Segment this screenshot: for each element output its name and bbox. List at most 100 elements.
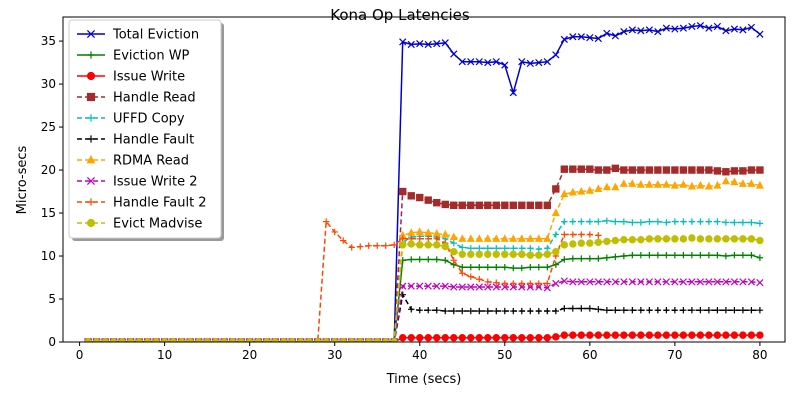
data-point-handle-fault <box>756 306 764 314</box>
data-point-total-eviction <box>577 33 585 41</box>
data-point-issue-write-2 <box>509 283 517 291</box>
data-point-total-eviction <box>467 58 475 66</box>
data-point-evict-madvise <box>509 250 517 259</box>
data-point-handle-fault <box>416 306 423 314</box>
x-tick-label: 40 <box>412 348 427 362</box>
data-point-handle-read <box>603 166 611 174</box>
data-point-uffd-copy <box>501 245 508 252</box>
data-point-eviction-wp <box>705 251 713 259</box>
data-point-eviction-wp <box>416 256 423 263</box>
data-point-handle-fault <box>646 306 653 314</box>
data-point-total-eviction <box>628 26 636 34</box>
data-point-uffd-copy <box>467 245 474 252</box>
data-point-handle-read <box>518 201 526 209</box>
data-point-eviction-wp <box>603 254 611 261</box>
data-point-rdma-read <box>611 182 620 191</box>
data-point-handle-fault-2 <box>425 235 432 243</box>
data-point-issue-write <box>688 331 696 339</box>
plot-frame <box>62 16 786 343</box>
data-point-handle-fault-2 <box>476 276 483 283</box>
data-point-handle-read <box>543 201 552 209</box>
data-point-handle-fault <box>433 306 440 314</box>
data-point-rdma-read <box>551 208 560 217</box>
data-point-issue-write-2 <box>603 278 611 286</box>
data-point-handle-fault <box>544 307 551 315</box>
data-point-eviction-wp <box>714 251 721 259</box>
data-point-evict-madvise <box>526 251 535 259</box>
data-point-total-eviction <box>688 22 696 31</box>
data-point-handle-fault-2 <box>544 280 551 287</box>
data-point-uffd-copy <box>663 219 670 226</box>
data-point-evict-madvise <box>450 248 458 256</box>
data-point-evict-madvise <box>739 235 747 243</box>
data-point-eviction-wp <box>493 263 500 271</box>
legend-label-handle-fault-2: Handle Fault 2 <box>113 196 207 211</box>
data-point-handle-fault-2 <box>323 218 330 225</box>
data-point-uffd-copy <box>722 219 730 226</box>
legend-box <box>68 19 222 239</box>
data-point-issue-write <box>509 334 517 342</box>
data-point-issue-write-2 <box>501 283 509 291</box>
data-point-eviction-wp <box>688 251 696 259</box>
data-point-issue-write <box>484 334 492 342</box>
data-point-evict-madvise <box>679 235 688 243</box>
data-point-total-eviction <box>722 27 730 35</box>
data-point-issue-write-2 <box>756 279 764 287</box>
data-point-rdma-read <box>594 184 603 193</box>
data-point-uffd-copy <box>739 219 747 226</box>
y-tick-label: 0 <box>48 335 56 349</box>
data-point-total-eviction <box>501 61 509 69</box>
data-point-uffd-copy <box>671 218 679 225</box>
data-point-handle-read <box>526 201 535 209</box>
data-point-handle-read <box>747 166 756 174</box>
series-line-issue-write-2 <box>88 280 760 342</box>
data-point-evict-madvise <box>484 250 492 259</box>
data-point-rdma-read <box>492 234 501 242</box>
data-point-total-eviction <box>730 25 739 33</box>
data-point-handle-fault <box>637 306 645 314</box>
y-tick-label: 5 <box>48 292 56 306</box>
series-eviction-wp <box>84 251 764 342</box>
data-point-issue-write-2 <box>620 278 628 286</box>
data-point-handle-fault-2 <box>484 278 491 286</box>
y-tick-label: 35 <box>41 34 56 48</box>
data-point-issue-write <box>594 331 603 339</box>
data-point-issue-write-2 <box>399 282 407 290</box>
data-point-eviction-wp <box>739 251 747 259</box>
data-point-uffd-copy <box>586 218 594 225</box>
data-point-issue-write <box>399 334 407 342</box>
data-point-issue-write-2 <box>662 278 670 286</box>
data-point-handle-fault-2 <box>357 243 364 250</box>
data-point-eviction-wp <box>620 252 628 260</box>
data-point-rdma-read <box>713 180 722 189</box>
data-point-total-eviction <box>586 34 594 42</box>
legend-label-uffd-copy: UFFD Copy <box>113 112 185 127</box>
data-point-issue-write <box>518 334 526 342</box>
data-point-handle-read <box>713 167 722 175</box>
data-point-handle-read <box>535 201 543 209</box>
data-point-handle-read <box>416 193 424 202</box>
data-point-handle-fault <box>561 305 568 312</box>
data-point-rdma-read <box>415 227 424 236</box>
data-point-issue-write-2 <box>730 278 739 286</box>
data-point-uffd-copy <box>697 218 704 225</box>
data-point-handle-fault <box>671 306 679 314</box>
data-point-handle-fault-2 <box>501 280 508 287</box>
data-point-total-eviction <box>620 27 628 36</box>
data-point-handle-read <box>450 201 458 209</box>
data-point-issue-write <box>662 331 671 339</box>
data-point-handle-read <box>569 165 577 173</box>
data-point-rdma-read <box>441 229 450 238</box>
data-point-eviction-wp <box>527 263 534 271</box>
data-point-eviction-wp <box>671 251 679 259</box>
data-point-handle-read <box>637 166 645 174</box>
data-point-handle-fault-2 <box>493 279 500 286</box>
data-point-handle-fault <box>399 291 406 298</box>
data-point-eviction-wp <box>731 251 738 259</box>
legend-marker-evict-madvise <box>86 218 96 228</box>
y-tick-label: 10 <box>41 249 56 263</box>
data-point-uffd-copy <box>535 245 543 253</box>
data-point-handle-read <box>399 187 407 196</box>
data-point-issue-write <box>679 331 688 339</box>
data-point-handle-fault-2 <box>510 280 517 287</box>
